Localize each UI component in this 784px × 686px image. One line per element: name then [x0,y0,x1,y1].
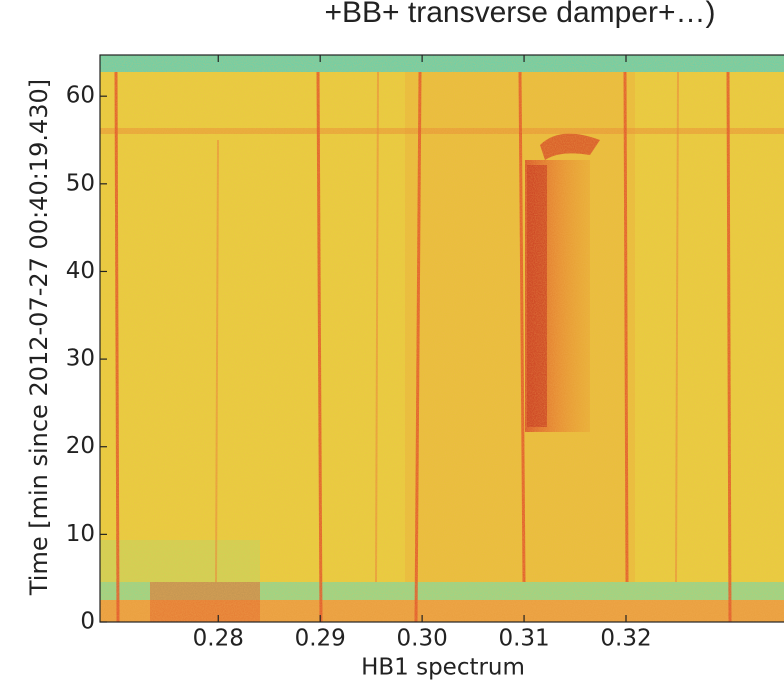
y-tick-label: 0 [80,609,95,635]
x-tick-label: 0.28 [193,626,244,652]
y-tick-label: 60 [66,83,95,109]
y-tick-label: 20 [66,433,95,459]
heatmap [100,55,784,622]
x-axis-label: HB1 spectrum [361,655,525,681]
y-tick-label: 40 [66,258,95,284]
y-tick-label: 50 [66,170,95,196]
y-axis-label: Time [min since 2012-07-27 00:40:19.430] [25,79,53,596]
plot-frame [99,54,784,623]
x-tick-label: 0.32 [600,626,651,652]
x-tick-label: 0.29 [295,626,346,652]
y-tick-label: 30 [66,346,95,372]
chart-title: +BB+ transverse damper+…) [324,0,715,29]
x-tick-label: 0.31 [498,626,549,652]
y-tick-label: 10 [66,521,95,547]
x-tick-label: 0.30 [397,626,448,652]
